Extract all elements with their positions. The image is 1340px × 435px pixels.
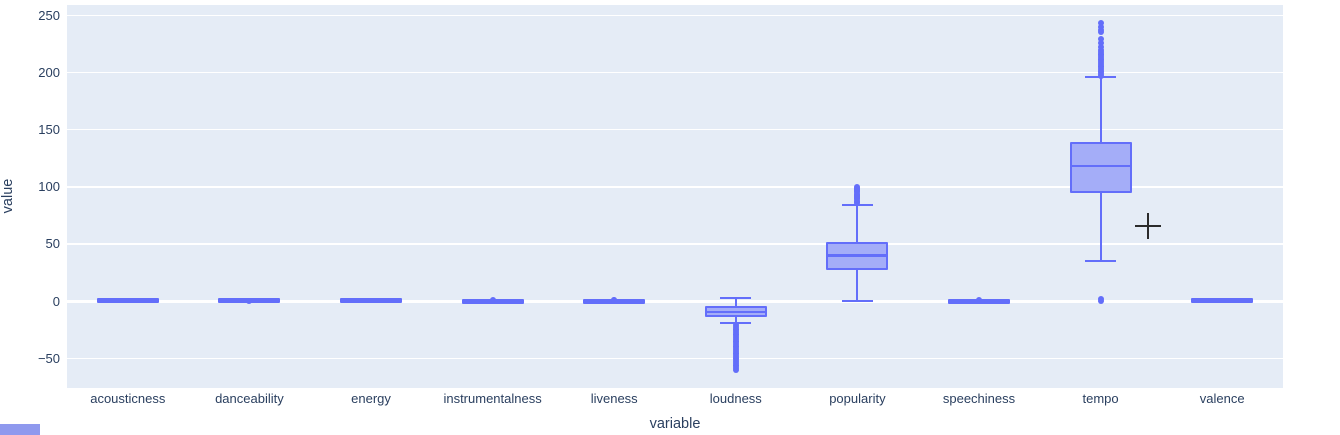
outlier-liveness xyxy=(611,297,618,304)
plot-area[interactable] xyxy=(67,5,1283,388)
y-tick-label: 150 xyxy=(38,122,60,138)
x-tick-label-tempo: tempo xyxy=(1082,391,1119,406)
outlier-instrumentalness xyxy=(489,297,496,304)
partial-widget xyxy=(0,424,40,435)
outlier-speechiness xyxy=(976,297,982,304)
outlier-popularity xyxy=(854,183,861,190)
gridline xyxy=(67,357,1283,360)
x-tick-label-popularity: popularity xyxy=(829,391,886,406)
y-tick-label: −50 xyxy=(37,350,60,366)
median-acousticness xyxy=(98,299,157,303)
whisker-cap-popularity xyxy=(841,300,873,303)
x-tick-label-loudness: loudness xyxy=(709,391,762,406)
y-tick-label: 100 xyxy=(38,179,60,195)
x-tick-label-energy: energy xyxy=(351,391,391,406)
y-tick-label: 0 xyxy=(52,293,60,309)
outlier-loudness xyxy=(732,366,739,373)
median-tempo xyxy=(1071,164,1130,168)
gridline xyxy=(67,243,1283,245)
x-tick-label-valence: valence xyxy=(1199,391,1245,406)
y-axis-title: value xyxy=(0,178,16,214)
y-tick-label: 250 xyxy=(38,7,60,23)
gridline xyxy=(67,71,1283,74)
outlier-tempo xyxy=(1097,23,1104,30)
outlier-danceability xyxy=(246,298,253,305)
outlier-tempo xyxy=(1097,20,1104,27)
outlier-tempo xyxy=(1097,44,1104,51)
gridline xyxy=(67,128,1283,131)
x-tick-label-instrumentalness: instrumentalness xyxy=(443,391,542,406)
x-tick-label-speechiness: speechiness xyxy=(942,391,1016,406)
zero-gridline xyxy=(67,299,1283,303)
median-popularity xyxy=(828,254,887,257)
x-axis-title: variable xyxy=(649,416,701,432)
median-loudness xyxy=(706,310,765,314)
y-tick-label: 200 xyxy=(38,64,60,80)
outlier-tempo xyxy=(1097,39,1104,46)
y-tick-label: 50 xyxy=(45,236,60,252)
outlier-tempo xyxy=(1097,295,1104,302)
whisker-cap-tempo xyxy=(1085,260,1117,263)
median-energy xyxy=(342,299,400,302)
x-tick-label-danceability: danceability xyxy=(215,391,284,406)
box-tempo[interactable] xyxy=(1069,142,1132,194)
gridline xyxy=(67,14,1283,17)
median-valence xyxy=(1193,299,1252,302)
gridline xyxy=(67,186,1283,188)
whisker-cap-loudness xyxy=(720,297,752,300)
x-tick-label-acousticness: acousticness xyxy=(90,391,166,406)
outlier-tempo xyxy=(1097,36,1104,43)
x-tick-label-liveness: liveness xyxy=(590,391,638,406)
outlier-tempo xyxy=(1097,27,1104,34)
